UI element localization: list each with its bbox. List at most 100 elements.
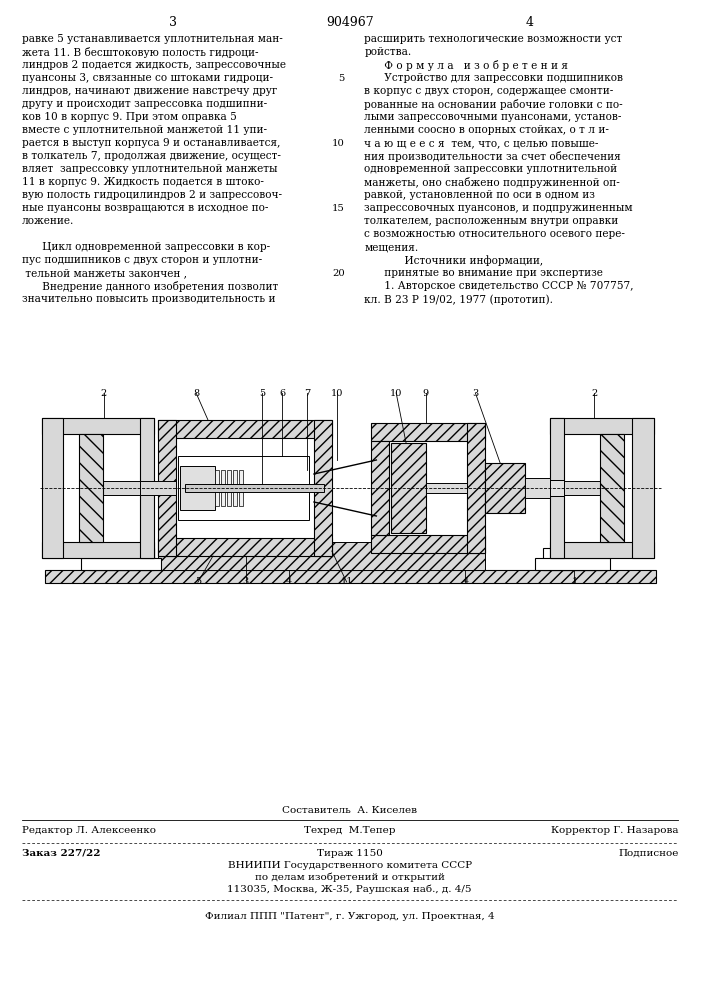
- Text: с возможностью относительного осевого пере-: с возможностью относительного осевого пе…: [365, 229, 626, 239]
- Bar: [158, 538, 332, 556]
- Text: 2: 2: [101, 388, 107, 397]
- Text: равкой, установленной по оси в одном из: равкой, установленной по оси в одном из: [365, 190, 595, 200]
- Text: тельной манжеты закончен ,: тельной манжеты закончен ,: [22, 268, 187, 278]
- Text: кл. В 23 Р 19/02, 1977 (прототип).: кл. В 23 Р 19/02, 1977 (прототип).: [365, 294, 554, 305]
- Text: 4: 4: [462, 578, 469, 586]
- Text: 7: 7: [304, 388, 310, 397]
- Text: 904967: 904967: [326, 16, 373, 29]
- Text: ков 10 в корпус 9. При этом оправка 5: ков 10 в корпус 9. При этом оправка 5: [22, 112, 237, 122]
- Text: ленными соосно в опорных стойках, о т л и-: ленными соосно в опорных стойках, о т л …: [365, 125, 609, 135]
- Text: 8: 8: [193, 388, 199, 397]
- Bar: [221, 470, 225, 506]
- Bar: [215, 470, 219, 506]
- Text: 5: 5: [259, 388, 266, 397]
- Text: равке 5 устанавливается уплотнительная ман-: равке 5 устанавливается уплотнительная м…: [22, 34, 283, 44]
- Text: ные пуансоны возвращаются в исходное по-: ные пуансоны возвращаются в исходное по-: [22, 203, 268, 213]
- Text: лыми запрессовочными пуансонами, установ-: лыми запрессовочными пуансонами, установ…: [365, 112, 622, 122]
- Bar: [543, 548, 602, 570]
- Bar: [549, 480, 563, 496]
- Bar: [563, 434, 632, 542]
- Text: рованные на основании рабочие головки с по-: рованные на основании рабочие головки с …: [365, 99, 623, 110]
- Text: Филиал ППП "Патент", г. Ужгород, ул. Проектная, 4: Филиал ППП "Патент", г. Ужгород, ул. Про…: [205, 912, 494, 921]
- Text: Составитель  А. Киселев: Составитель А. Киселев: [282, 806, 417, 815]
- Text: 15: 15: [332, 204, 345, 213]
- Text: 5: 5: [338, 74, 345, 83]
- Bar: [81, 558, 161, 570]
- Bar: [42, 418, 153, 434]
- Text: Редактор Л. Алексеенко: Редактор Л. Алексеенко: [22, 826, 156, 835]
- Text: в толкатель 7, продолжая движение, осущест-: в толкатель 7, продолжая движение, осуще…: [22, 151, 281, 161]
- Bar: [600, 434, 624, 542]
- Text: мещения.: мещения.: [365, 242, 419, 252]
- Text: Заказ 227/22: Заказ 227/22: [22, 849, 100, 858]
- Bar: [549, 418, 563, 558]
- Bar: [178, 456, 309, 520]
- Text: 4: 4: [286, 578, 292, 586]
- Bar: [485, 463, 525, 513]
- Text: жета 11. В бесштоковую полость гидроци-: жета 11. В бесштоковую полость гидроци-: [22, 47, 258, 58]
- Text: 20: 20: [332, 269, 345, 278]
- Text: вместе с уплотнительной манжетой 11 упи-: вместе с уплотнительной манжетой 11 упи-: [22, 125, 267, 135]
- Bar: [549, 418, 654, 434]
- Text: 10: 10: [390, 388, 402, 397]
- Bar: [158, 420, 176, 556]
- Bar: [314, 420, 332, 556]
- Text: Тираж 1150: Тираж 1150: [317, 849, 382, 858]
- Bar: [45, 570, 655, 583]
- Text: Устройство для запрессовки подшипников: Устройство для запрессовки подшипников: [365, 73, 624, 83]
- Bar: [140, 481, 176, 495]
- Text: 11: 11: [340, 578, 353, 586]
- Bar: [42, 418, 64, 558]
- Text: другу и происходит запрессовка подшипни-: другу и происходит запрессовка подшипни-: [22, 99, 267, 109]
- Text: 3: 3: [472, 388, 479, 397]
- Text: 1: 1: [571, 578, 578, 586]
- Text: Корректор Г. Назарова: Корректор Г. Назарова: [551, 826, 679, 835]
- Text: 11 в корпус 9. Жидкость подается в штоко-: 11 в корпус 9. Жидкость подается в штоко…: [22, 177, 264, 187]
- Text: 3: 3: [169, 16, 177, 29]
- Bar: [185, 484, 324, 492]
- Text: Подписное: Подписное: [618, 849, 679, 858]
- Text: 113035, Москва, Ж-35, Раушская наб., д. 4/5: 113035, Москва, Ж-35, Раушская наб., д. …: [228, 885, 472, 894]
- Bar: [158, 542, 485, 570]
- Bar: [180, 466, 215, 510]
- Text: значительно повысить производительность и: значительно повысить производительность …: [22, 294, 275, 304]
- Text: ложение.: ложение.: [22, 216, 74, 226]
- Bar: [467, 423, 485, 553]
- Bar: [42, 542, 153, 558]
- Text: в корпус с двух сторон, содержащее смонти-: в корпус с двух сторон, содержащее смонт…: [365, 86, 614, 96]
- Text: 10: 10: [331, 388, 343, 397]
- Bar: [227, 470, 230, 506]
- Text: Источники информации,: Источники информации,: [365, 255, 544, 266]
- Text: Техред  М.Тепер: Техред М.Тепер: [304, 826, 395, 835]
- Bar: [140, 418, 153, 558]
- Text: Ф о р м у л а   и з о б р е т е н и я: Ф о р м у л а и з о б р е т е н и я: [365, 60, 568, 71]
- Text: манжеты, оно снабжено подпружиненной оп-: манжеты, оно снабжено подпружиненной оп-: [365, 177, 620, 188]
- Bar: [563, 481, 600, 495]
- Text: расширить технологические возможности уст: расширить технологические возможности ус…: [365, 34, 623, 44]
- Text: пус подшипников с двух сторон и уплотни-: пус подшипников с двух сторон и уплотни-: [22, 255, 262, 265]
- Text: 5: 5: [195, 578, 201, 586]
- Bar: [64, 434, 140, 542]
- Text: ВНИИПИ Государственного комитета СССР: ВНИИПИ Государственного комитета СССР: [228, 861, 472, 870]
- Text: Внедрение данного изобретения позволит: Внедрение данного изобретения позволит: [22, 281, 278, 292]
- Bar: [239, 470, 243, 506]
- Bar: [371, 423, 485, 441]
- Text: 4: 4: [526, 16, 534, 29]
- Text: линдров, начинают движение навстречу друг: линдров, начинают движение навстречу дру…: [22, 86, 277, 96]
- Text: 3: 3: [243, 578, 249, 586]
- Text: 1. Авторское свидетельство СССР № 707757,: 1. Авторское свидетельство СССР № 707757…: [365, 281, 634, 291]
- Bar: [103, 481, 140, 495]
- Bar: [426, 483, 467, 493]
- Text: по делам изобретений и открытий: по делам изобретений и открытий: [255, 873, 445, 882]
- Bar: [176, 438, 314, 538]
- Text: вляет  запрессовку уплотнительной манжеты: вляет запрессовку уплотнительной манжеты: [22, 164, 277, 174]
- Text: рается в выступ корпуса 9 и останавливается,: рается в выступ корпуса 9 и останавливае…: [22, 138, 280, 148]
- Text: 2: 2: [591, 388, 597, 397]
- Text: пуансоны 3, связанные со штоками гидроци-: пуансоны 3, связанные со штоками гидроци…: [22, 73, 273, 83]
- Bar: [79, 434, 103, 542]
- Bar: [534, 558, 610, 570]
- Text: ройства.: ройства.: [365, 47, 411, 57]
- Text: толкателем, расположенным внутри оправки: толкателем, расположенным внутри оправки: [365, 216, 619, 226]
- Text: 6: 6: [279, 388, 286, 397]
- Text: принятые во внимание при экспертизе: принятые во внимание при экспертизе: [365, 268, 603, 278]
